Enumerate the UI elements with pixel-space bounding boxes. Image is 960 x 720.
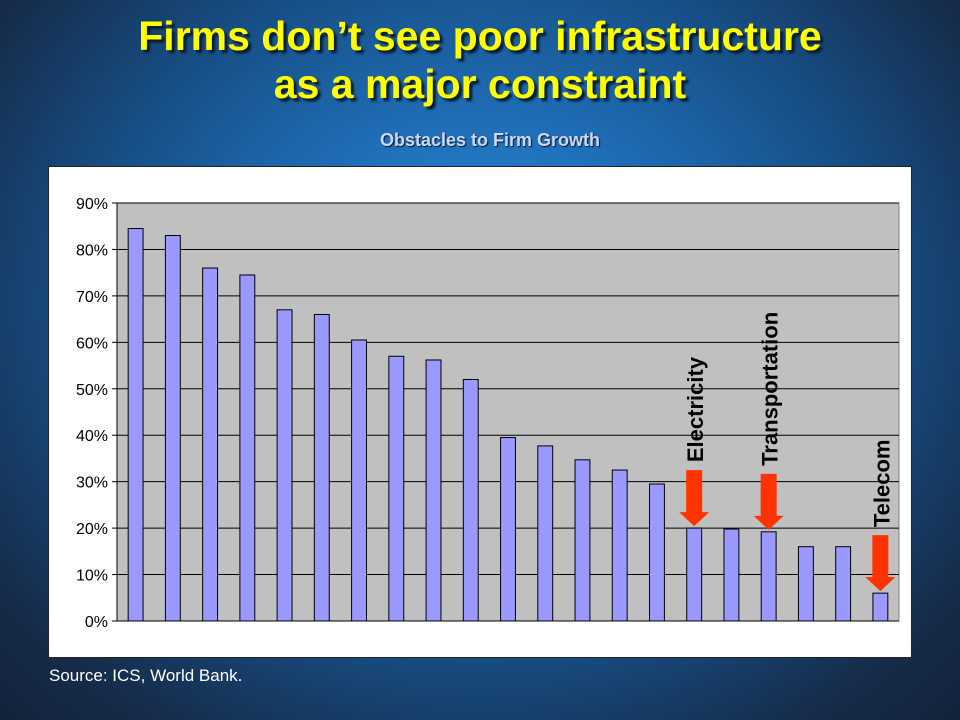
annotation-arrow <box>679 470 710 527</box>
bar <box>686 527 703 622</box>
bar <box>797 546 814 622</box>
source-note: Source: ICS, World Bank. <box>49 666 243 685</box>
bar <box>276 309 293 622</box>
annotation-label: Transportation <box>758 312 783 466</box>
y-tick-label: 10% <box>76 568 108 585</box>
y-tick-label: 50% <box>76 382 108 399</box>
bar <box>537 445 554 622</box>
y-tick-label: 60% <box>76 335 108 352</box>
bar <box>164 235 181 622</box>
slide-title-line-1: Firms don’t see poor infrastructure <box>138 13 822 59</box>
bar <box>425 359 442 622</box>
bar <box>723 528 740 622</box>
bar <box>127 228 144 622</box>
bar <box>462 378 479 622</box>
bar <box>872 592 889 622</box>
y-tick-label: 30% <box>76 475 108 492</box>
bar <box>202 267 219 622</box>
bar <box>760 531 777 622</box>
slide-title: Firms don’t see poor infrastructure as a… <box>0 12 960 108</box>
bar <box>351 339 367 622</box>
y-tick-label: 0% <box>85 614 108 631</box>
bar <box>835 546 852 622</box>
y-tick-label: 20% <box>76 521 108 538</box>
bar <box>313 313 330 622</box>
annotation-arrow <box>865 535 896 592</box>
bar <box>574 459 591 622</box>
bar <box>649 483 665 622</box>
chart-container: 0% 10% 20% 30% 40% 50% 60% 70% 80% 90% Electricity… <box>48 166 912 658</box>
annotation-label: Electricity <box>683 356 708 462</box>
y-tick-label: 90% <box>76 196 108 213</box>
chart-subtitle: Obstacles to Firm Growth <box>379 130 601 150</box>
y-tick-label: 40% <box>76 428 108 445</box>
bar <box>611 469 628 622</box>
bar <box>239 274 256 622</box>
slide-title-line-2: as a major constraint <box>273 61 687 107</box>
bar <box>388 355 405 622</box>
y-tick-label: 70% <box>76 289 108 306</box>
bar-chart: 0% 10% 20% 30% 40% 50% 60% 70% 80% 90% Electricity… <box>76 196 900 631</box>
y-tick-label: 80% <box>76 242 108 259</box>
annotation-arrow <box>753 473 784 530</box>
annotation-label: Telecom <box>869 440 894 528</box>
bar <box>500 437 516 622</box>
